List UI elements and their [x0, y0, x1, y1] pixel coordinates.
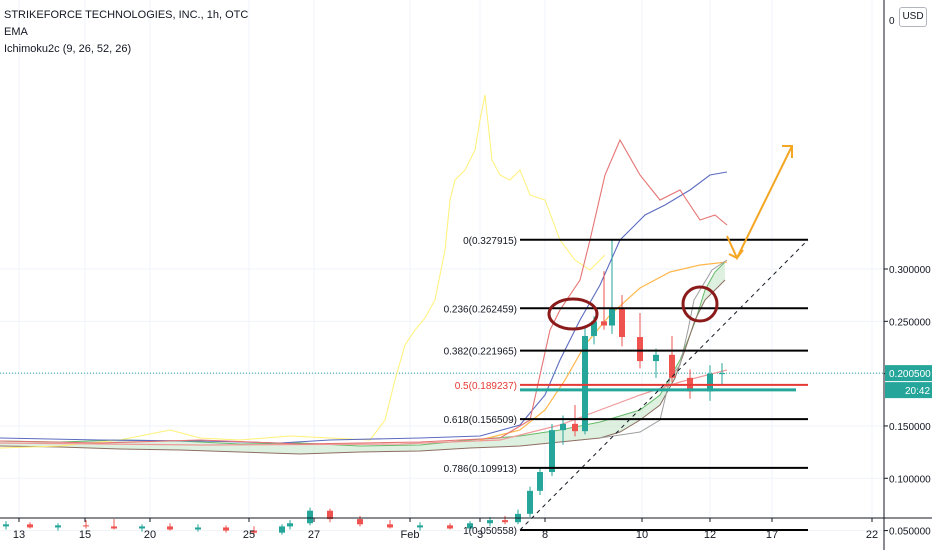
senkou-span-b	[0, 279, 726, 455]
candle-body	[3, 524, 9, 527]
time-tick-label: 12	[704, 529, 716, 541]
highlight-circle-right	[681, 285, 719, 323]
projection-arrowhead-up	[782, 145, 793, 158]
time-tick-label: 25	[243, 529, 255, 541]
candlestick-series	[3, 239, 725, 537]
time-tick-label: 27	[308, 529, 320, 541]
fib-level-label: 1(0.050558)	[463, 526, 517, 537]
highlight-circle-left	[547, 297, 599, 331]
candle-body	[27, 524, 33, 528]
currency-button[interactable]: USD	[899, 7, 927, 27]
candle-body	[195, 527, 201, 530]
candle-body	[139, 526, 145, 529]
ema-slow-line	[0, 369, 728, 446]
time-tick-label: 8	[542, 529, 548, 541]
time-tick-label: 10	[636, 529, 648, 541]
candle-body	[417, 525, 423, 528]
candle-body	[572, 423, 578, 432]
candle-body	[609, 308, 615, 326]
candle-body	[537, 471, 543, 491]
candle-body	[251, 530, 257, 533]
indicator-lines	[0, 94, 728, 449]
candle-body	[549, 430, 555, 472]
fib-level-label: 0.786(0.109913)	[444, 464, 517, 475]
current-price-label: 0.200500	[889, 369, 931, 380]
candle-body	[707, 373, 713, 392]
candle-body	[327, 510, 333, 520]
chikou-gray-line	[599, 259, 728, 439]
candle-body	[223, 527, 229, 531]
projection-arrowhead-down	[728, 249, 744, 260]
candle-body	[467, 523, 473, 529]
candle-body	[55, 525, 61, 528]
time-tick-label: 22	[866, 529, 878, 541]
candle-body	[83, 525, 89, 527]
fib-level-label: 0.5(0.189237)	[455, 381, 517, 392]
projection-path	[726, 145, 793, 261]
candle-body	[669, 354, 675, 378]
candle-body	[502, 520, 508, 523]
candle-body	[487, 520, 493, 524]
candle-body	[447, 525, 453, 529]
tenkan-sen-line	[0, 138, 728, 445]
candle-body	[637, 337, 643, 362]
candle-body	[719, 373, 725, 375]
candle-body	[279, 526, 285, 533]
price-tick-label: 0.150000	[889, 422, 931, 433]
price-tick-label: 0.100000	[889, 474, 931, 485]
current-price-tag	[885, 365, 932, 382]
time-tick-label: 15	[79, 529, 91, 541]
candle-body	[167, 526, 173, 530]
lagging-span-line	[0, 94, 606, 449]
candle-body	[619, 308, 625, 338]
price-axis[interactable]: 0.0500000.1000000.1500000.2000000.250000…	[883, 0, 932, 550]
time-tick-label: 3	[477, 529, 483, 541]
candle-body	[111, 526, 117, 529]
candle-body	[591, 321, 597, 336]
candle-body	[357, 519, 363, 525]
fibonacci-retracement: 0(0.327915) 0.236(0.262459) 0.382(0.221965…	[444, 236, 808, 537]
ema-legend[interactable]: EMA	[4, 26, 28, 38]
ichimoku-legend[interactable]: Ichimoku2c (9, 26, 52, 26)	[4, 43, 132, 55]
price-tick-label: 0.250000	[889, 317, 931, 328]
time-tick-label: 17	[766, 529, 778, 541]
symbol-title: STRIKEFORCE TECHNOLOGIES, INC., 1h, OTC	[4, 9, 249, 21]
countdown-label: 20:42	[905, 386, 930, 397]
price-tick-label: 0.050000	[889, 527, 931, 538]
candle-body	[527, 490, 533, 514]
candle-body	[307, 510, 313, 524]
fib-level-label: 0.382(0.221965)	[444, 347, 517, 358]
price-tick-label: 0.300000	[889, 265, 931, 276]
time-tick-label: Feb	[401, 529, 420, 541]
time-axis[interactable]: 13 15 20 25 27 Feb 3 8 10 12 17 22	[0, 517, 932, 541]
candle-body	[287, 523, 293, 527]
fib-level-label: 0(0.327915)	[463, 236, 517, 247]
ichimoku-cloud	[0, 261, 726, 455]
cloud-fill	[0, 262, 725, 454]
annotation-drawings	[519, 145, 809, 531]
fib-level-label: 0.618(0.156509)	[444, 415, 517, 426]
countdown-tag	[885, 382, 932, 399]
price-tick-label: 0	[889, 16, 895, 27]
candle-body	[560, 423, 566, 431]
candle-body	[601, 321, 607, 326]
candle-body	[582, 335, 588, 432]
time-tick-label: 13	[13, 529, 25, 541]
candle-body	[387, 524, 393, 528]
time-tick-label: 20	[144, 529, 156, 541]
fib-level-label: 0.236(0.262459)	[444, 304, 517, 315]
candle-body	[653, 354, 659, 362]
